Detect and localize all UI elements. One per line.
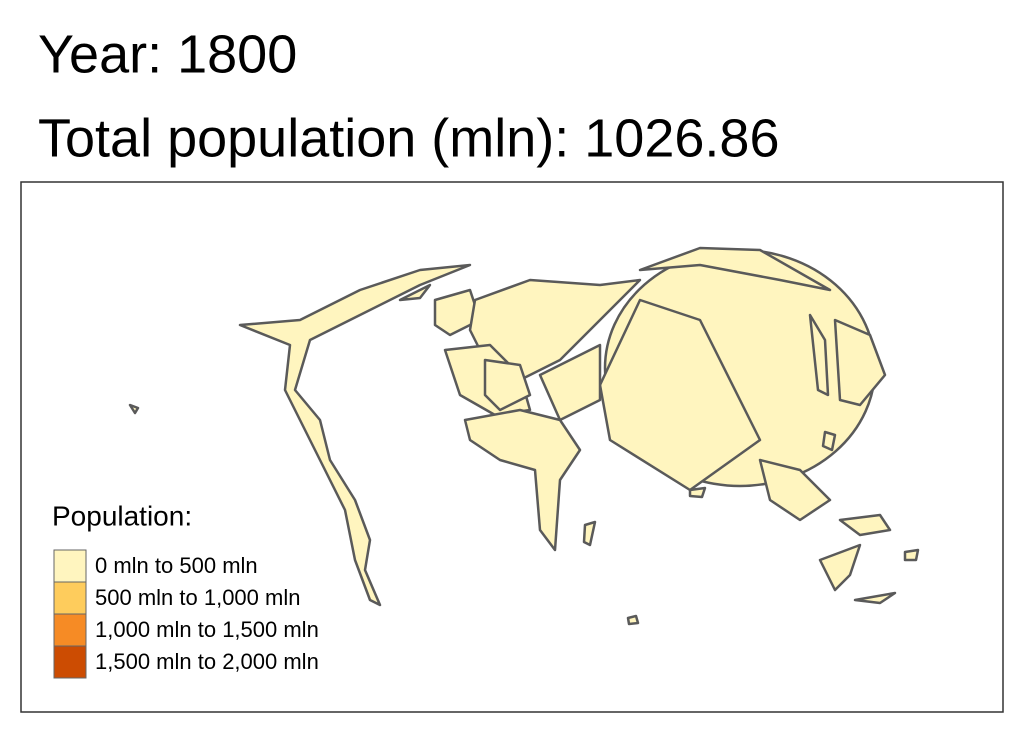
region (821, 430, 837, 452)
legend-title: Population: (52, 500, 192, 531)
region (853, 591, 897, 605)
region (818, 543, 862, 592)
region (838, 513, 892, 537)
region (903, 548, 920, 562)
legend-swatch (53, 613, 87, 647)
legend-swatch (53, 645, 87, 679)
legend-label: 1,500 mln to 2,000 mln (95, 649, 319, 674)
total-title: Total population (mln): 1026.86 (38, 108, 779, 168)
legend-label: 500 mln to 1,000 mln (95, 585, 300, 610)
region (808, 313, 830, 397)
region (238, 263, 472, 607)
region (538, 343, 602, 422)
cartogram (128, 246, 920, 626)
region (688, 486, 707, 499)
region (582, 520, 597, 547)
region (758, 458, 832, 522)
legend-label: 1,000 mln to 1,500 mln (95, 617, 319, 642)
region (833, 318, 887, 407)
legend-label: 0 mln to 500 mln (95, 553, 258, 578)
region (638, 246, 832, 292)
year-title: Year: 1800 (38, 24, 297, 84)
legend-swatch (53, 549, 87, 583)
region (398, 283, 432, 302)
region (463, 408, 582, 552)
region (128, 403, 140, 415)
region (483, 358, 532, 412)
legend-swatch (53, 581, 87, 615)
region (433, 288, 482, 337)
legend: 0 mln to 500 mln 500 mln to 1,000 mln 1,00… (53, 549, 319, 679)
region (626, 614, 640, 626)
region (598, 298, 762, 492)
